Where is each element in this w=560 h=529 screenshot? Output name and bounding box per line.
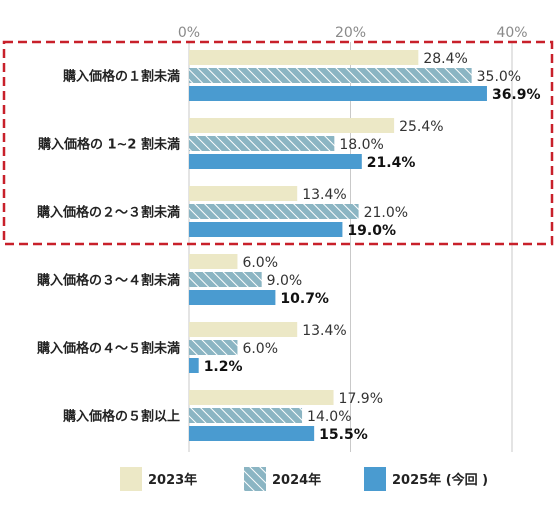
- bar: [189, 290, 276, 305]
- category-label: 購入価格の２～３割未満: [36, 205, 180, 221]
- data-label: 21.4%: [367, 155, 416, 171]
- legend-swatch: [364, 467, 386, 491]
- bar: [189, 340, 238, 355]
- category-label: 購入価格の 1~2 割未満: [37, 137, 180, 153]
- data-label: 1.2%: [204, 359, 243, 375]
- highlight-dashed-box: [2, 40, 554, 246]
- data-labels: 28.4% 35.0% 36.9% 25.4% 18.0% 21.4% 13.4% 21.0%…: [204, 51, 541, 443]
- legend-swatch: [120, 467, 142, 491]
- bar: [189, 154, 362, 169]
- data-label: 13.4%: [302, 323, 346, 339]
- bar: [189, 358, 199, 373]
- data-label: 36.9%: [492, 87, 541, 103]
- bar: [189, 136, 335, 151]
- bar: [189, 50, 419, 65]
- bar: [189, 222, 343, 237]
- data-label: 28.4%: [423, 51, 467, 67]
- bar: [189, 426, 315, 441]
- category-label: 購入価格の３～４割未満: [36, 273, 180, 289]
- data-label: 25.4%: [399, 119, 443, 135]
- data-label: 19.0%: [347, 223, 396, 239]
- category-label: 購入価格の１割未満: [62, 69, 180, 85]
- legend-label: 2025年 (今回 ): [392, 472, 488, 488]
- legend-label: 2023年: [148, 472, 197, 488]
- data-label: 9.0%: [267, 273, 303, 289]
- data-label: 13.4%: [302, 187, 346, 203]
- bar: [189, 68, 472, 83]
- legend-label: 2024年: [272, 472, 321, 488]
- data-label: 10.7%: [280, 291, 329, 307]
- bars: [189, 50, 487, 441]
- bar: [189, 254, 238, 269]
- data-label: 15.5%: [319, 427, 368, 443]
- x-axis-ticks: 0% 20% 40%: [178, 25, 528, 41]
- data-label: 21.0%: [364, 205, 408, 221]
- x-tick-label: 0%: [178, 25, 200, 41]
- data-label: 6.0%: [242, 341, 278, 357]
- data-label: 17.9%: [339, 391, 383, 407]
- bar: [189, 86, 487, 101]
- bar: [189, 118, 395, 133]
- legend-swatch: [244, 467, 266, 491]
- category-label: 購入価格の５割以上: [62, 409, 180, 425]
- data-label: 18.0%: [339, 137, 383, 153]
- legend: 2023年 2024年 2025年 (今回 ): [120, 467, 488, 491]
- data-label: 35.0%: [477, 69, 521, 85]
- bar: [189, 204, 359, 219]
- category-label: 購入価格の４～５割未満: [36, 341, 180, 357]
- bar: [189, 272, 262, 287]
- gridlines: [188, 42, 513, 452]
- bar: [189, 408, 303, 423]
- x-tick-label: 20%: [335, 25, 366, 41]
- bar: [189, 186, 298, 201]
- bar: [189, 322, 298, 337]
- data-label: 6.0%: [242, 255, 278, 271]
- bar: [189, 390, 334, 405]
- x-tick-label: 40%: [496, 25, 527, 41]
- data-label: 14.0%: [307, 409, 351, 425]
